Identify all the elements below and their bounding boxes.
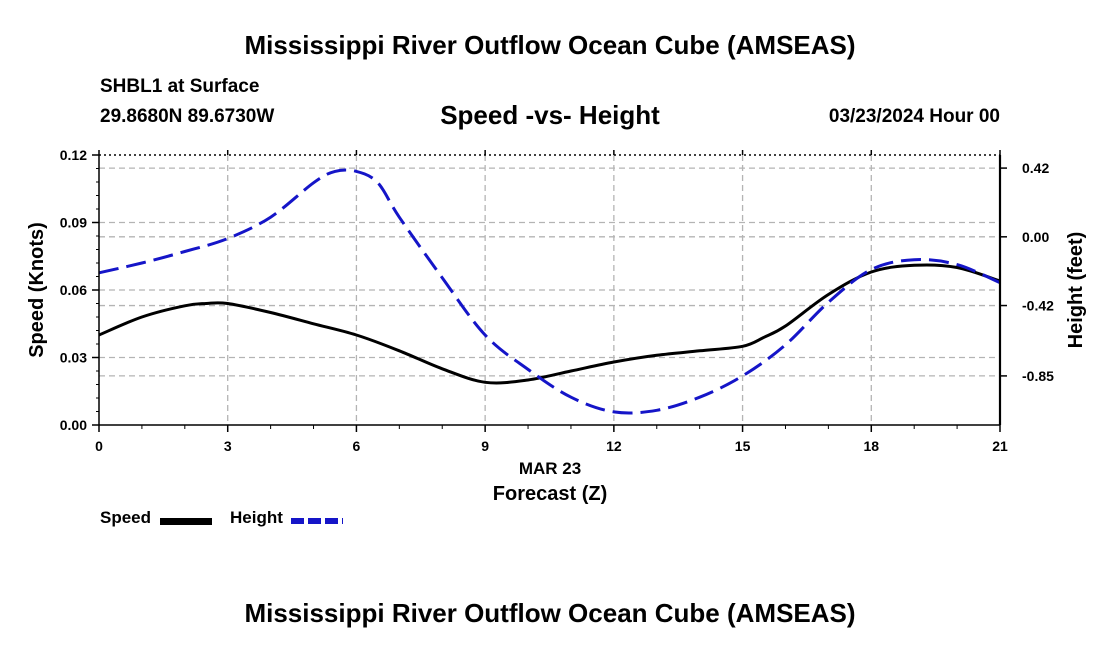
speed-height-chart: 0 3 6 9 12 15 18 21 0.00 0.03 0.06 0.09 0.12 -0.85 -0.… — [26, 147, 1087, 505]
y-right-tick-label: -0.85 — [1022, 368, 1054, 384]
legend-speed-swatch — [160, 518, 212, 525]
forecast-datetime: 03/23/2024 Hour 00 — [828, 106, 1000, 127]
x-tick-label: 0 — [95, 438, 103, 454]
footer-title: Mississippi River Outflow Ocean Cube (AM… — [244, 598, 856, 628]
legend-height-label: Height — [230, 508, 283, 527]
y-left-tick-label: 0.06 — [60, 282, 87, 298]
speed-series-line — [98, 263, 1001, 385]
y-right-tick-label: 0.00 — [1022, 229, 1049, 245]
x-tick-label: 12 — [606, 438, 622, 454]
y-left-tick-label: 0.09 — [60, 215, 87, 231]
x-axis-date-label: MAR 23 — [519, 459, 581, 478]
station-label: SHBL1 at Surface — [100, 76, 260, 97]
coordinates-label: 29.8680N 89.6730W — [100, 106, 275, 127]
x-tick-label: 15 — [735, 438, 751, 454]
x-axis-title: Forecast (Z) — [493, 483, 607, 505]
y-axis-right-title: Height (feet) — [1065, 232, 1087, 349]
x-tick-label: 3 — [224, 438, 232, 454]
y-left-tick-label: 0.00 — [60, 417, 87, 433]
y-left-tick-label: 0.12 — [60, 147, 87, 163]
x-tick-label: 21 — [992, 438, 1008, 454]
y-right-tick-label: 0.42 — [1022, 160, 1049, 176]
legend-height-swatch — [291, 518, 343, 524]
x-tick-label: 18 — [863, 438, 879, 454]
x-tick-label: 9 — [481, 438, 489, 454]
x-tick-label: 6 — [353, 438, 361, 454]
series-lines — [98, 168, 1001, 415]
axes: 0 3 6 9 12 15 18 21 0.00 0.03 0.06 0.09 0.12 -0.85 -0.… — [60, 147, 1054, 454]
y-right-tick-label: -0.42 — [1022, 298, 1054, 314]
legend-speed-label: Speed — [100, 508, 152, 527]
y-left-tick-label: 0.03 — [60, 350, 87, 366]
y-axis-left-title: Speed (Knots) — [26, 222, 48, 358]
grid-lines — [99, 155, 1000, 425]
main-title: Mississippi River Outflow Ocean Cube (AM… — [244, 30, 856, 60]
height-series-line — [98, 168, 1001, 415]
chart-subtitle: Speed -vs- Height — [440, 100, 660, 130]
